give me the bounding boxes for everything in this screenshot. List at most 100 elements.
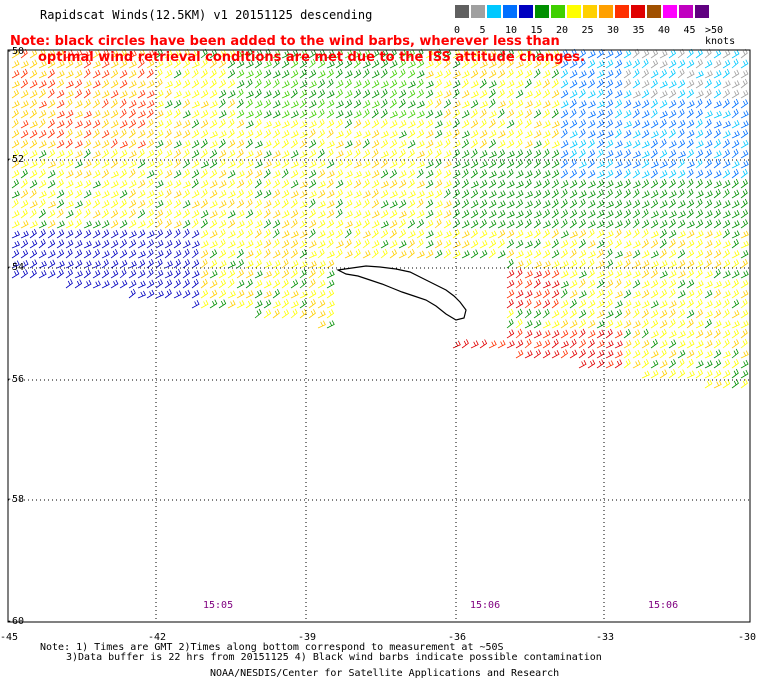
wind-barb	[434, 110, 443, 119]
wind-barb	[290, 59, 299, 69]
wind-barb	[47, 88, 55, 99]
wind-barb	[146, 279, 155, 289]
wind-barb	[506, 269, 515, 279]
wind-barb	[659, 289, 668, 299]
wind-barb	[470, 169, 478, 179]
wind-barb	[11, 240, 20, 249]
wind-barb	[218, 149, 227, 159]
wind-barb	[209, 149, 218, 159]
wind-barb	[380, 68, 388, 79]
wind-barb	[290, 49, 299, 59]
wind-barb	[695, 239, 703, 249]
wind-barb	[650, 160, 659, 169]
wind-barb	[632, 119, 641, 129]
wind-barb	[227, 160, 236, 169]
wind-barb	[128, 219, 137, 229]
wind-barb	[362, 68, 370, 79]
wind-barb	[317, 219, 326, 229]
wind-barb	[677, 349, 686, 359]
wind-barb	[650, 148, 658, 159]
wind-barb	[380, 189, 389, 199]
wind-barb	[173, 239, 182, 249]
wind-barb	[146, 190, 155, 199]
wind-barb	[200, 79, 209, 89]
wind-barb	[479, 240, 488, 249]
wind-barb	[353, 160, 362, 169]
wind-barb	[407, 80, 416, 89]
wind-barb	[326, 128, 334, 139]
wind-barb	[560, 169, 569, 179]
wind-barb	[200, 209, 209, 219]
wind-barb	[254, 199, 263, 209]
wind-barb	[569, 230, 578, 239]
wind-barb	[686, 160, 695, 169]
wind-barb	[659, 360, 668, 369]
wind-barb	[731, 259, 740, 269]
wind-barb	[578, 319, 587, 329]
wind-barb	[587, 339, 595, 349]
wind-barb	[191, 159, 200, 169]
wind-barb	[137, 179, 146, 189]
wind-barb	[677, 179, 686, 189]
wind-barb	[101, 159, 110, 169]
wind-barb	[182, 99, 191, 109]
wind-barb	[101, 129, 110, 139]
wind-barb	[668, 49, 677, 59]
wind-barb	[731, 289, 740, 299]
wind-barb	[308, 260, 317, 269]
wind-barb	[434, 179, 443, 189]
wind-barb	[641, 179, 650, 189]
wind-barb	[560, 230, 569, 239]
wind-barb	[731, 379, 739, 389]
wind-barb	[488, 129, 497, 139]
wind-barb	[596, 88, 604, 99]
wind-barb	[542, 349, 551, 359]
wind-barb	[137, 250, 146, 259]
wind-barb	[569, 158, 577, 169]
wind-barb	[389, 149, 398, 159]
wind-barb	[20, 120, 29, 129]
wind-barb	[236, 88, 244, 99]
wind-barb	[677, 89, 686, 99]
wind-barb	[533, 140, 542, 149]
wind-barb	[587, 130, 596, 139]
wind-barb	[434, 148, 442, 159]
wind-barb	[407, 60, 416, 69]
wind-barb	[596, 100, 605, 109]
wind-barb	[245, 219, 254, 229]
wind-barb	[551, 179, 560, 189]
wind-barb	[191, 278, 199, 289]
wind-barb	[308, 160, 317, 169]
wind-barb	[218, 219, 227, 229]
wind-barb	[74, 200, 83, 209]
wind-barb	[371, 248, 379, 259]
wind-barb	[461, 119, 470, 129]
wind-barb	[668, 199, 676, 209]
wind-barb	[281, 289, 290, 299]
wind-barb	[722, 259, 731, 269]
wind-barb	[299, 260, 308, 269]
wind-barb	[641, 250, 650, 259]
wind-barb	[65, 109, 74, 119]
wind-barb	[614, 49, 623, 59]
wind-barb	[353, 110, 362, 119]
wind-barb	[137, 269, 146, 279]
wind-barb	[146, 230, 155, 239]
wind-barb	[344, 238, 352, 249]
wind-barb	[578, 219, 586, 229]
wind-barb	[578, 349, 586, 359]
wind-barb	[659, 328, 667, 339]
wind-barb	[542, 229, 550, 239]
wind-barb	[542, 170, 551, 179]
wind-barb	[623, 140, 632, 149]
wind-barb	[731, 368, 739, 379]
wind-barb	[659, 309, 668, 319]
wind-barb	[371, 169, 380, 179]
wind-barb	[542, 179, 550, 189]
wind-barb	[254, 129, 263, 139]
wind-barb	[326, 320, 335, 329]
wind-barb	[47, 219, 56, 229]
wind-barb	[308, 228, 316, 239]
wind-barb	[308, 110, 317, 119]
wind-barb	[542, 50, 551, 59]
